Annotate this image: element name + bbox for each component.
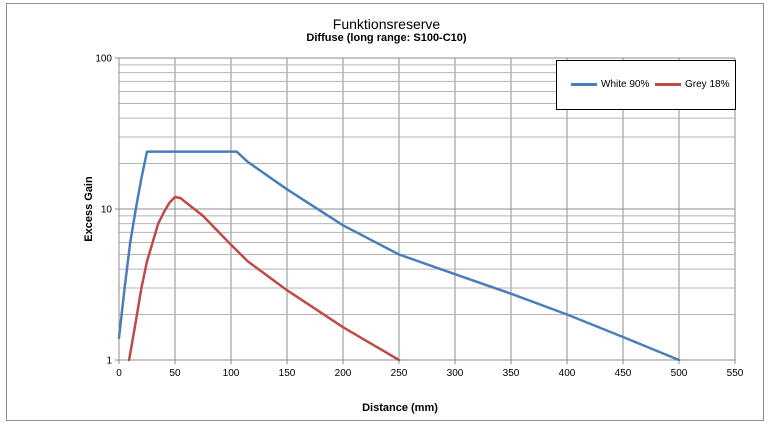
x-tick-label: 300 — [447, 368, 464, 379]
chart-subtitle: Diffuse (long range: S100-C10) — [306, 32, 467, 44]
y-tick-label: 1 — [106, 356, 112, 367]
y-axis-label: Excess Gain — [83, 176, 95, 242]
x-axis-label: Distance (mm) — [362, 402, 438, 414]
legend-swatch-grey — [655, 83, 681, 86]
chart-title: Funktionsreserve — [332, 16, 441, 32]
x-tick-label: 450 — [615, 368, 632, 379]
legend-item-grey: Grey 18% — [655, 79, 729, 90]
x-tick-label: 500 — [671, 368, 688, 379]
y-tick-label: 100 — [95, 54, 112, 65]
x-tick-label: 200 — [335, 368, 352, 379]
series-line-white-90 — [117, 150, 681, 362]
x-tick-label: 250 — [391, 368, 408, 379]
legend-label-grey: Grey 18% — [685, 79, 730, 90]
y-tick-label: 10 — [101, 205, 113, 216]
x-tick-label: 100 — [223, 368, 240, 379]
x-tick-label: 350 — [503, 368, 520, 379]
legend: White 90% Grey 18% — [556, 60, 736, 110]
x-tick-label: 0 — [116, 368, 122, 379]
series-line-grey-18 — [127, 195, 401, 362]
legend-item-white: White 90% — [571, 79, 649, 90]
x-tick-label: 50 — [169, 368, 181, 379]
x-tick-label: 150 — [279, 368, 296, 379]
x-tick-label: 550 — [727, 368, 744, 379]
x-tick-label: 400 — [559, 368, 576, 379]
legend-label-white: White 90% — [601, 79, 650, 90]
legend-swatch-white — [571, 83, 597, 86]
